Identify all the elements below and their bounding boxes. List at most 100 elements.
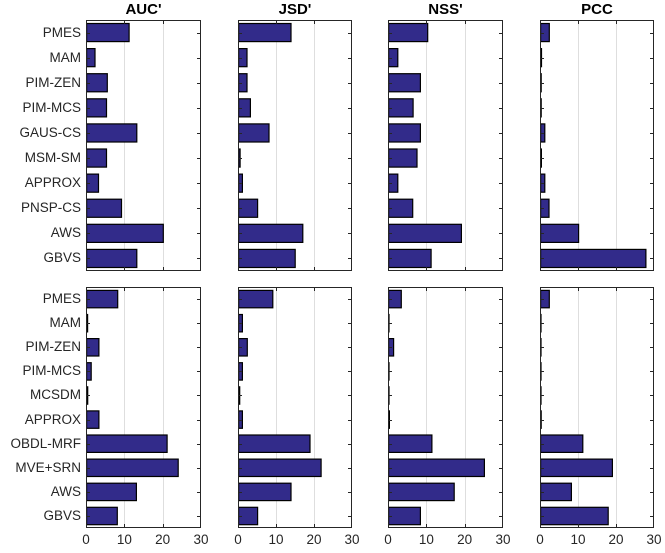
bar-mve+srn	[540, 458, 614, 478]
x-tick-label-30: 30	[344, 532, 360, 547]
axes-box	[86, 20, 201, 271]
bar-msm-sm	[388, 148, 418, 168]
axes-box	[388, 20, 503, 271]
panel-canvas	[540, 20, 654, 271]
category-label-mve+srn: MVE+SRN	[15, 459, 81, 475]
subplot-title-jsd: JSD'	[278, 1, 312, 18]
bar-aws	[540, 223, 580, 244]
bar-approx	[86, 410, 100, 429]
axes-box	[540, 287, 654, 528]
bar-aws	[86, 223, 164, 244]
x-axis-ticks-auc: 0 10 20 30	[82, 531, 208, 549]
bar-gbvs	[388, 506, 421, 526]
bar-obdl-mrf	[238, 434, 311, 453]
bar-gbvs	[540, 506, 609, 526]
panel-canvas	[238, 20, 352, 271]
bar-pim-zen	[388, 73, 421, 93]
x-tick-label-10: 10	[418, 532, 434, 547]
axes-box	[86, 287, 201, 528]
category-label-approx: APPROX	[24, 175, 81, 191]
category-label-pmes: PMES	[42, 291, 81, 307]
category-labels-top-row: PMES MAM PIM-ZEN PIM-MCS GAUS-CS MSM-SM APPROX…	[0, 20, 81, 271]
category-label-pim-mcs: PIM-MCS	[22, 99, 82, 115]
bar-pim-zen	[86, 73, 108, 93]
axes-box	[238, 20, 352, 271]
category-label-obdl-mrf: OBDL-MRF	[10, 435, 82, 451]
bar-gaus-cs	[86, 123, 138, 143]
bar-mve+srn	[238, 458, 322, 478]
panel-canvas	[238, 287, 352, 528]
bar-pim-zen	[238, 73, 248, 93]
category-label-gbvs: GBVS	[43, 507, 81, 523]
bar-pmes	[238, 22, 292, 43]
bar-gaus-cs	[238, 123, 270, 143]
subplot-bottom-auc	[86, 287, 201, 528]
bar-pim-mcs	[238, 98, 252, 118]
bar-aws	[540, 482, 572, 502]
x-tick-label-20: 20	[306, 532, 322, 547]
x-tick-label-30: 30	[495, 532, 511, 547]
bar-pmes	[86, 22, 130, 43]
x-tick-label-20: 20	[608, 532, 624, 547]
x-tick-label-30: 30	[193, 532, 209, 547]
bar-pmes	[540, 22, 550, 43]
bar-gbvs	[86, 248, 138, 269]
x-tick-label-0: 0	[82, 532, 90, 547]
bar-mve+srn	[388, 458, 486, 478]
bar-gbvs	[238, 248, 296, 269]
axes-box	[540, 20, 654, 271]
bar-pmes	[86, 289, 119, 309]
category-label-mcsdm: MCSDM	[30, 387, 81, 403]
category-label-gaus-cs: GAUS-CS	[19, 124, 81, 140]
bar-aws	[388, 223, 463, 244]
bar-pim-mcs	[86, 98, 108, 118]
bar-gaus-cs	[540, 123, 546, 143]
subplot-title-auc: AUC'	[125, 1, 162, 18]
x-tick-label-10: 10	[116, 532, 132, 547]
bar-aws	[388, 482, 455, 502]
x-axis-ticks-jsd: 0 10 20 30	[234, 531, 359, 549]
x-axis-ticks-nss: 0 10 20 30	[384, 531, 510, 549]
subplot-top-pcc	[540, 20, 654, 271]
category-label-msm-sm: MSM-SM	[24, 150, 81, 166]
panel-canvas	[388, 20, 503, 271]
subplot-top-jsd	[238, 20, 352, 271]
bar-obdl-mrf	[540, 434, 584, 453]
bar-pim-mcs	[388, 98, 414, 118]
bar-approx	[238, 410, 243, 429]
x-tick-label-0: 0	[234, 532, 242, 547]
bar-pmes	[388, 22, 429, 43]
x-tick-label-10: 10	[570, 532, 586, 547]
bar-mam	[388, 48, 399, 68]
subplot-title-pcc: PCC	[581, 1, 613, 18]
panel-canvas	[540, 287, 654, 528]
category-label-pim-mcs: PIM-MCS	[22, 363, 82, 379]
bar-aws	[238, 482, 292, 502]
category-label-pnsp-cs: PNSP-CS	[20, 200, 81, 216]
bar-obdl-mrf	[86, 434, 168, 453]
category-labels-bottom-row: PMES MAM PIM-ZEN PIM-MCS MCSDM APPROX OBDL-MRF…	[0, 287, 82, 528]
bar-aws	[238, 223, 304, 244]
category-label-mam: MAM	[49, 49, 82, 65]
category-label-gbvs: GBVS	[43, 250, 81, 266]
subplot-title-nss: NSS'	[428, 1, 463, 18]
bar-aws	[86, 482, 137, 502]
x-tick-label-0: 0	[384, 532, 392, 547]
subplot-bottom-pcc	[540, 287, 654, 528]
category-label-mam: MAM	[49, 315, 82, 331]
axes-box	[238, 287, 352, 528]
category-label-aws: AWS	[50, 483, 81, 499]
panel-canvas	[86, 287, 201, 528]
panel-canvas	[86, 20, 201, 271]
x-tick-label-30: 30	[646, 532, 662, 547]
bar-mve+srn	[86, 458, 179, 478]
panel-canvas	[388, 287, 503, 528]
x-tick-label-20: 20	[457, 532, 473, 547]
x-tick-label-20: 20	[155, 532, 171, 547]
subplot-bottom-nss	[388, 287, 503, 528]
x-tick-label-10: 10	[268, 532, 284, 547]
bar-gaus-cs	[388, 123, 421, 143]
category-label-aws: AWS	[50, 225, 81, 241]
x-axis-ticks-pcc: 0 10 20 30	[536, 531, 661, 549]
